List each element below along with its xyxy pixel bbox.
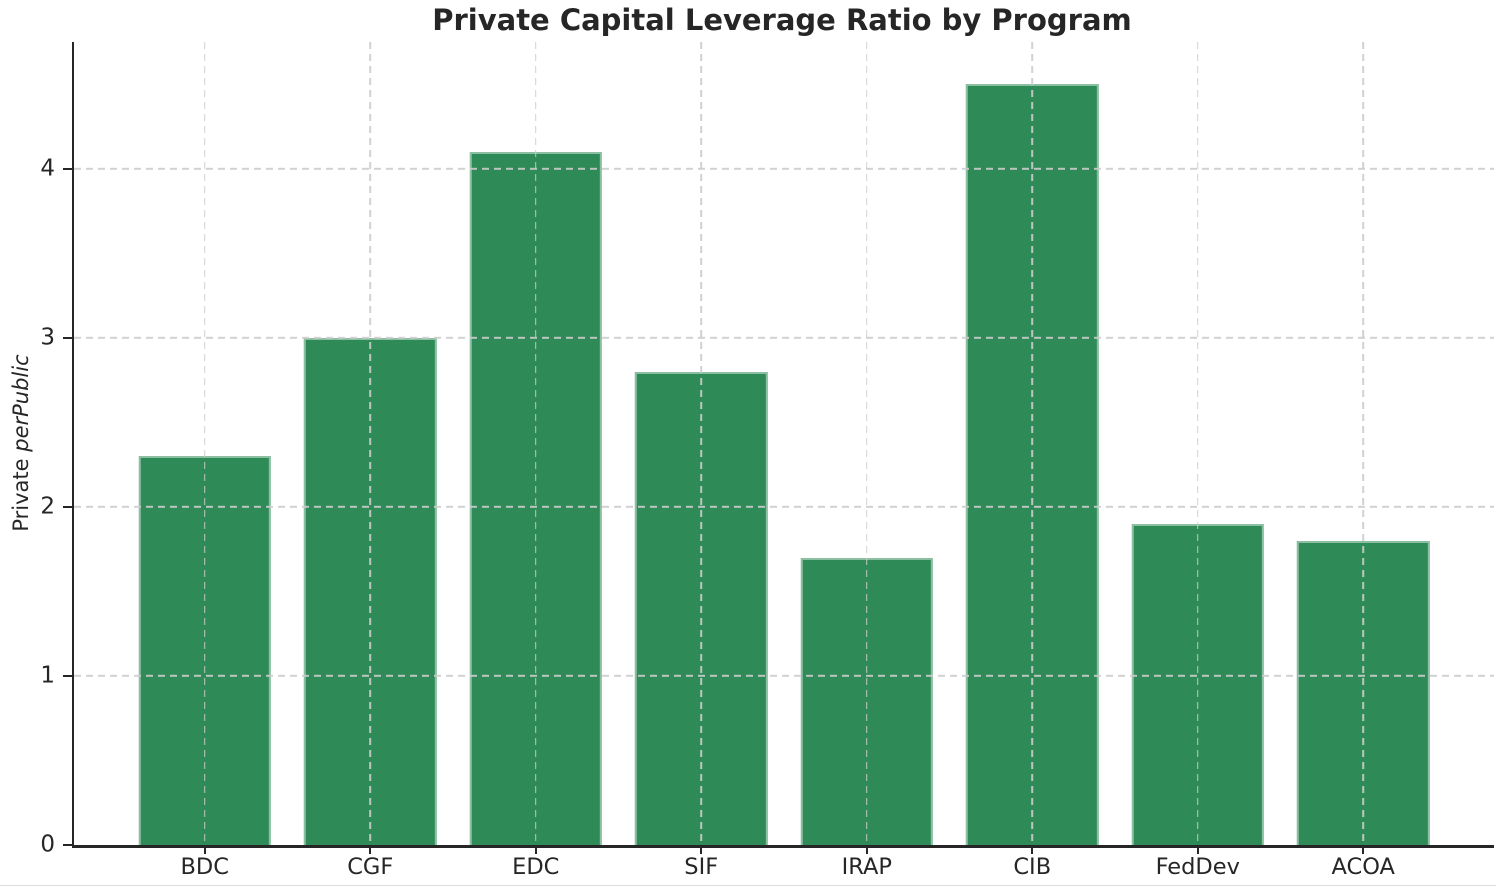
x-tick-label-ACOA: ACOA bbox=[1331, 854, 1395, 880]
x-tick-mark-CGF bbox=[369, 845, 372, 854]
y-tick-mark-3 bbox=[63, 336, 72, 339]
figure-bottom-edge bbox=[0, 885, 1496, 886]
x-tick-label-CGF: CGF bbox=[347, 854, 394, 880]
gridline-v-CIB bbox=[1031, 42, 1034, 845]
gridline-h-2 bbox=[74, 506, 1494, 508]
y-tick-mark-1 bbox=[63, 674, 72, 677]
y-tick-label-4: 4 bbox=[40, 155, 55, 182]
y-tick-mark-0 bbox=[63, 844, 72, 846]
x-tick-mark-CIB bbox=[1031, 845, 1034, 854]
gridline-v-IRAP bbox=[865, 42, 868, 845]
gridline-v-EDC bbox=[534, 42, 537, 845]
x-tick-label-FedDev: FedDev bbox=[1155, 854, 1240, 880]
x-tick-mark-ACOA bbox=[1362, 845, 1365, 854]
x-tick-label-BDC: BDC bbox=[180, 854, 229, 880]
y-tick-label-2: 2 bbox=[40, 493, 55, 520]
y-tick-mark-4 bbox=[63, 167, 72, 170]
x-tick-label-SIF: SIF bbox=[684, 854, 719, 880]
x-tick-mark-SIF bbox=[700, 845, 703, 854]
plot-area bbox=[72, 42, 1494, 848]
gridline-v-CGF bbox=[369, 42, 372, 845]
gridline-v-FedDev bbox=[1196, 42, 1199, 845]
x-tick-label-IRAP: IRAP bbox=[841, 854, 892, 880]
gridline-h-3 bbox=[74, 337, 1494, 339]
y-tick-label-1: 1 bbox=[40, 662, 55, 689]
x-tick-mark-BDC bbox=[203, 845, 206, 854]
x-tick-mark-IRAP bbox=[865, 845, 868, 854]
gridline-h-4 bbox=[74, 168, 1494, 170]
x-tick-label-EDC: EDC bbox=[512, 854, 560, 880]
x-tick-mark-EDC bbox=[534, 845, 537, 854]
gridline-v-SIF bbox=[700, 42, 703, 845]
gridline-h-1 bbox=[74, 675, 1494, 677]
y-tick-label-0: 0 bbox=[40, 831, 55, 858]
x-axis: BDC CGF EDC SIF IRAP CIB FedDev ACOA bbox=[74, 845, 1494, 890]
gridline-v-ACOA bbox=[1362, 42, 1365, 845]
gridline-v-BDC bbox=[203, 42, 206, 845]
y-tick-mark-2 bbox=[63, 505, 72, 508]
x-tick-mark-FedDev bbox=[1196, 845, 1199, 854]
x-tick-label-CIB: CIB bbox=[1013, 854, 1052, 880]
y-axis: 0 1 2 3 4 bbox=[0, 42, 72, 856]
chart-title: Private Capital Leverage Ratio by Progra… bbox=[432, 3, 1132, 37]
y-tick-label-3: 3 bbox=[40, 324, 55, 351]
